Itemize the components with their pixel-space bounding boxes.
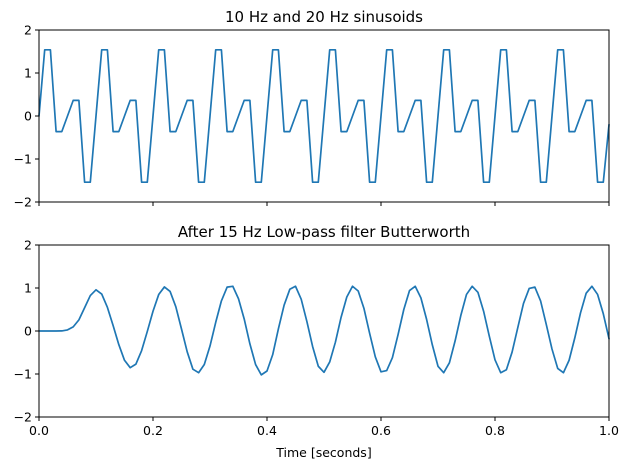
y-tick-label: 1 xyxy=(24,281,32,296)
y-tick-label: −2 xyxy=(14,195,32,210)
y-tick-label: −1 xyxy=(14,152,32,167)
y-tick-label: 0 xyxy=(24,109,32,124)
y-tick-label: 1 xyxy=(24,66,32,81)
y-tick-label: 2 xyxy=(24,23,32,38)
x-tick-label: 0.4 xyxy=(257,423,277,438)
subplot-title: After 15 Hz Low-pass filter Butterworth xyxy=(178,223,470,241)
x-tick-label: 0.2 xyxy=(143,423,163,438)
subplot-title: 10 Hz and 20 Hz sinusoids xyxy=(225,8,423,26)
y-tick-label: 0 xyxy=(24,324,32,339)
top-subplot: 10 Hz and 20 Hz sinusoids −2 −1 0 1 2 xyxy=(14,8,610,210)
y-tick-label: −1 xyxy=(14,367,32,382)
x-tick-label: 0.8 xyxy=(485,423,505,438)
y-tick-label: −2 xyxy=(14,410,32,425)
x-tick-label: 1.0 xyxy=(599,423,619,438)
series-line xyxy=(38,48,610,184)
bottom-subplot: After 15 Hz Low-pass filter Butterworth 0… xyxy=(14,223,619,460)
y-tick-label: 2 xyxy=(24,238,32,253)
x-axis-label: Time [seconds] xyxy=(275,445,371,460)
x-tick-label: 0.6 xyxy=(371,423,391,438)
series-line xyxy=(38,285,610,376)
x-tick-label: 0.0 xyxy=(29,423,49,438)
